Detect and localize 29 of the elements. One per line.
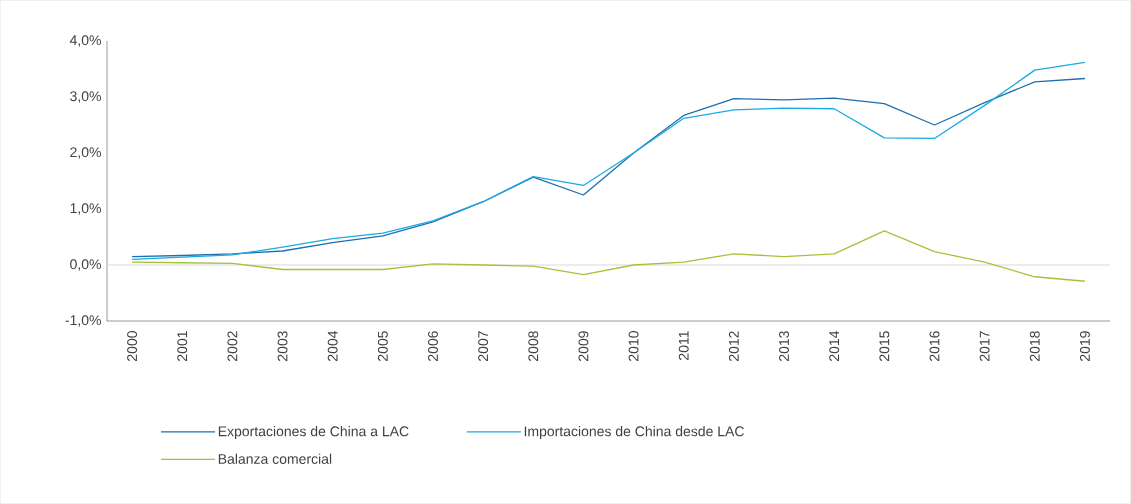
- x-tick-label: 2014: [829, 330, 840, 361]
- x-tick-label: 2000: [127, 331, 138, 361]
- x-tick-label: 2003: [277, 331, 288, 361]
- x-tick-label: 2007: [478, 331, 489, 361]
- x-tick-label: 2018: [1029, 331, 1040, 361]
- x-tick-label: 2019: [1079, 331, 1090, 361]
- x-tick-label: 2015: [879, 331, 890, 361]
- x-tick-label: 2006: [428, 331, 438, 361]
- x-tick-label: 2016: [929, 331, 940, 361]
- x-tick-label: 2001: [177, 331, 188, 361]
- y-tick-label: 2,0%: [70, 147, 101, 159]
- legend-label: Exportaciones de China a LAC: [218, 426, 409, 440]
- x-tick-label: 2012: [728, 331, 739, 361]
- x-tick-label: 2010: [628, 331, 639, 361]
- y-tick-label: 3,0%: [70, 91, 101, 103]
- x-tick-label: 2017: [979, 331, 990, 361]
- y-tick-label: -1,0%: [65, 315, 101, 327]
- y-tick-label: 0,0%: [70, 259, 101, 271]
- x-tick-label: 2013: [779, 331, 789, 361]
- x-tick-label: 2002: [227, 331, 238, 361]
- x-tick-label: 2005: [377, 331, 388, 361]
- x-tick-label: 2011: [678, 331, 689, 360]
- legend-label: Importaciones de China desde LAC: [524, 426, 744, 440]
- y-tick-label: 1,0%: [70, 203, 101, 215]
- legend-label: Balanza comercial: [218, 453, 332, 464]
- x-tick-label: 2009: [578, 331, 589, 361]
- x-tick-label: 2004: [327, 330, 338, 361]
- y-tick-label: 4,0%: [69, 35, 101, 47]
- x-tick-label: 2008: [528, 331, 539, 361]
